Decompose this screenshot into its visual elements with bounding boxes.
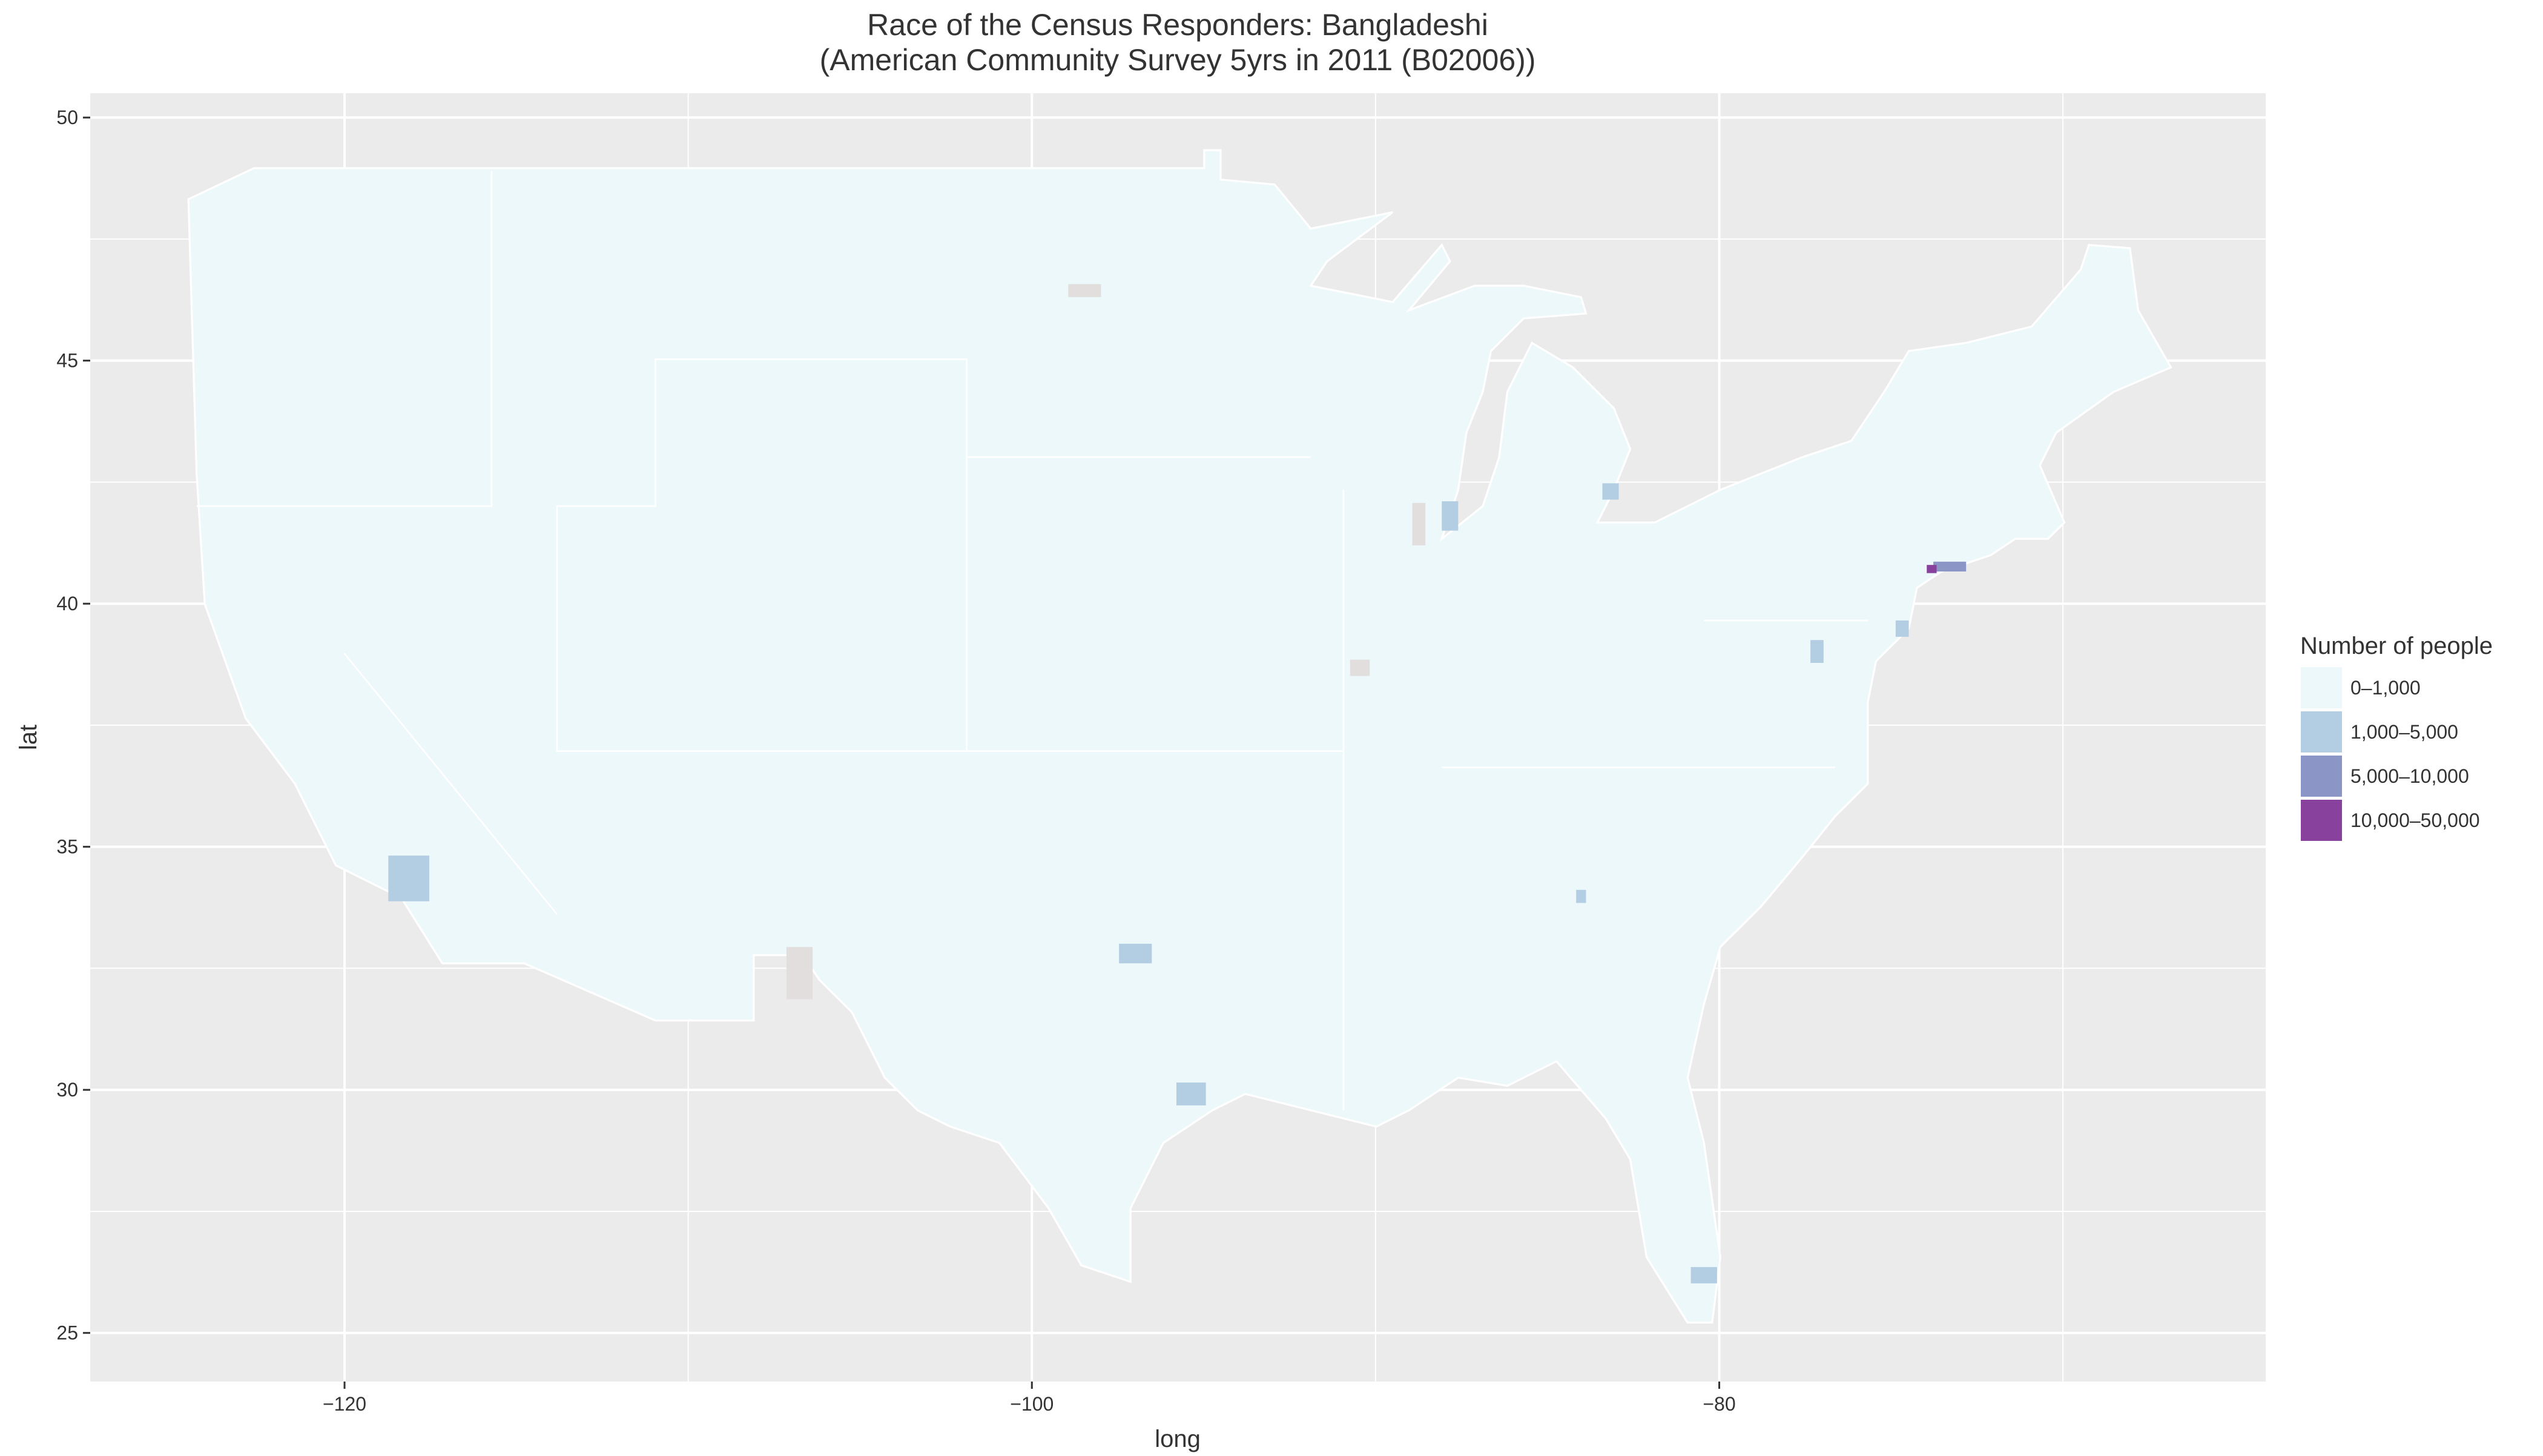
legend-label: 5,000–10,000	[2350, 765, 2469, 787]
axes: −120 −100 −80 25 30 35 40 45 50	[56, 107, 1735, 1415]
county	[1810, 640, 1824, 663]
county	[388, 855, 429, 901]
legend-key	[2300, 710, 2343, 754]
state-borders	[196, 171, 1868, 1110]
state-border	[196, 171, 1868, 1110]
map	[187, 149, 2172, 1324]
chart-title: Race of the Census Responders: Banglades…	[867, 8, 1488, 42]
county-no-data	[786, 947, 813, 1000]
county	[1442, 501, 1459, 531]
x-axis-label: long	[1155, 1426, 1201, 1452]
y-tick-label: 25	[56, 1322, 78, 1344]
country-outline	[187, 149, 2172, 1324]
legend-title: Number of people	[2300, 633, 2493, 659]
county	[1927, 565, 1937, 573]
y-tick-label: 50	[56, 107, 78, 128]
county	[1119, 943, 1152, 964]
x-tick-label: −100	[1010, 1393, 1054, 1415]
legend-label: 10,000–50,000	[2350, 809, 2480, 831]
legend-key	[2300, 666, 2343, 710]
y-tick-label: 40	[56, 593, 78, 614]
county	[1933, 561, 1967, 572]
legend-label: 1,000–5,000	[2350, 721, 2458, 743]
county-no-data	[1350, 659, 1370, 676]
legend-label: 0–1,000	[2350, 677, 2421, 699]
county	[1602, 483, 1619, 500]
county	[1176, 1082, 1206, 1105]
counties	[388, 284, 1967, 1283]
county-no-data	[1068, 284, 1101, 297]
y-tick-label: 30	[56, 1079, 78, 1101]
county	[1895, 620, 1909, 637]
county	[1690, 1267, 1717, 1283]
legend: Number of people 0–1,000 1,000–5,000 5,000…	[2300, 633, 2493, 842]
legend-key	[2300, 754, 2343, 798]
chart-subtitle: (American Community Survey 5yrs in 2011 …	[820, 43, 1536, 77]
x-tick-label: −80	[1703, 1393, 1735, 1415]
county-no-data	[1412, 502, 1426, 545]
x-tick-label: −120	[323, 1393, 366, 1415]
legend-key	[2300, 799, 2343, 842]
y-tick-label: 35	[56, 836, 78, 858]
y-tick-label: 45	[56, 350, 78, 372]
y-axis-label: lat	[15, 725, 42, 750]
county	[1576, 889, 1586, 903]
